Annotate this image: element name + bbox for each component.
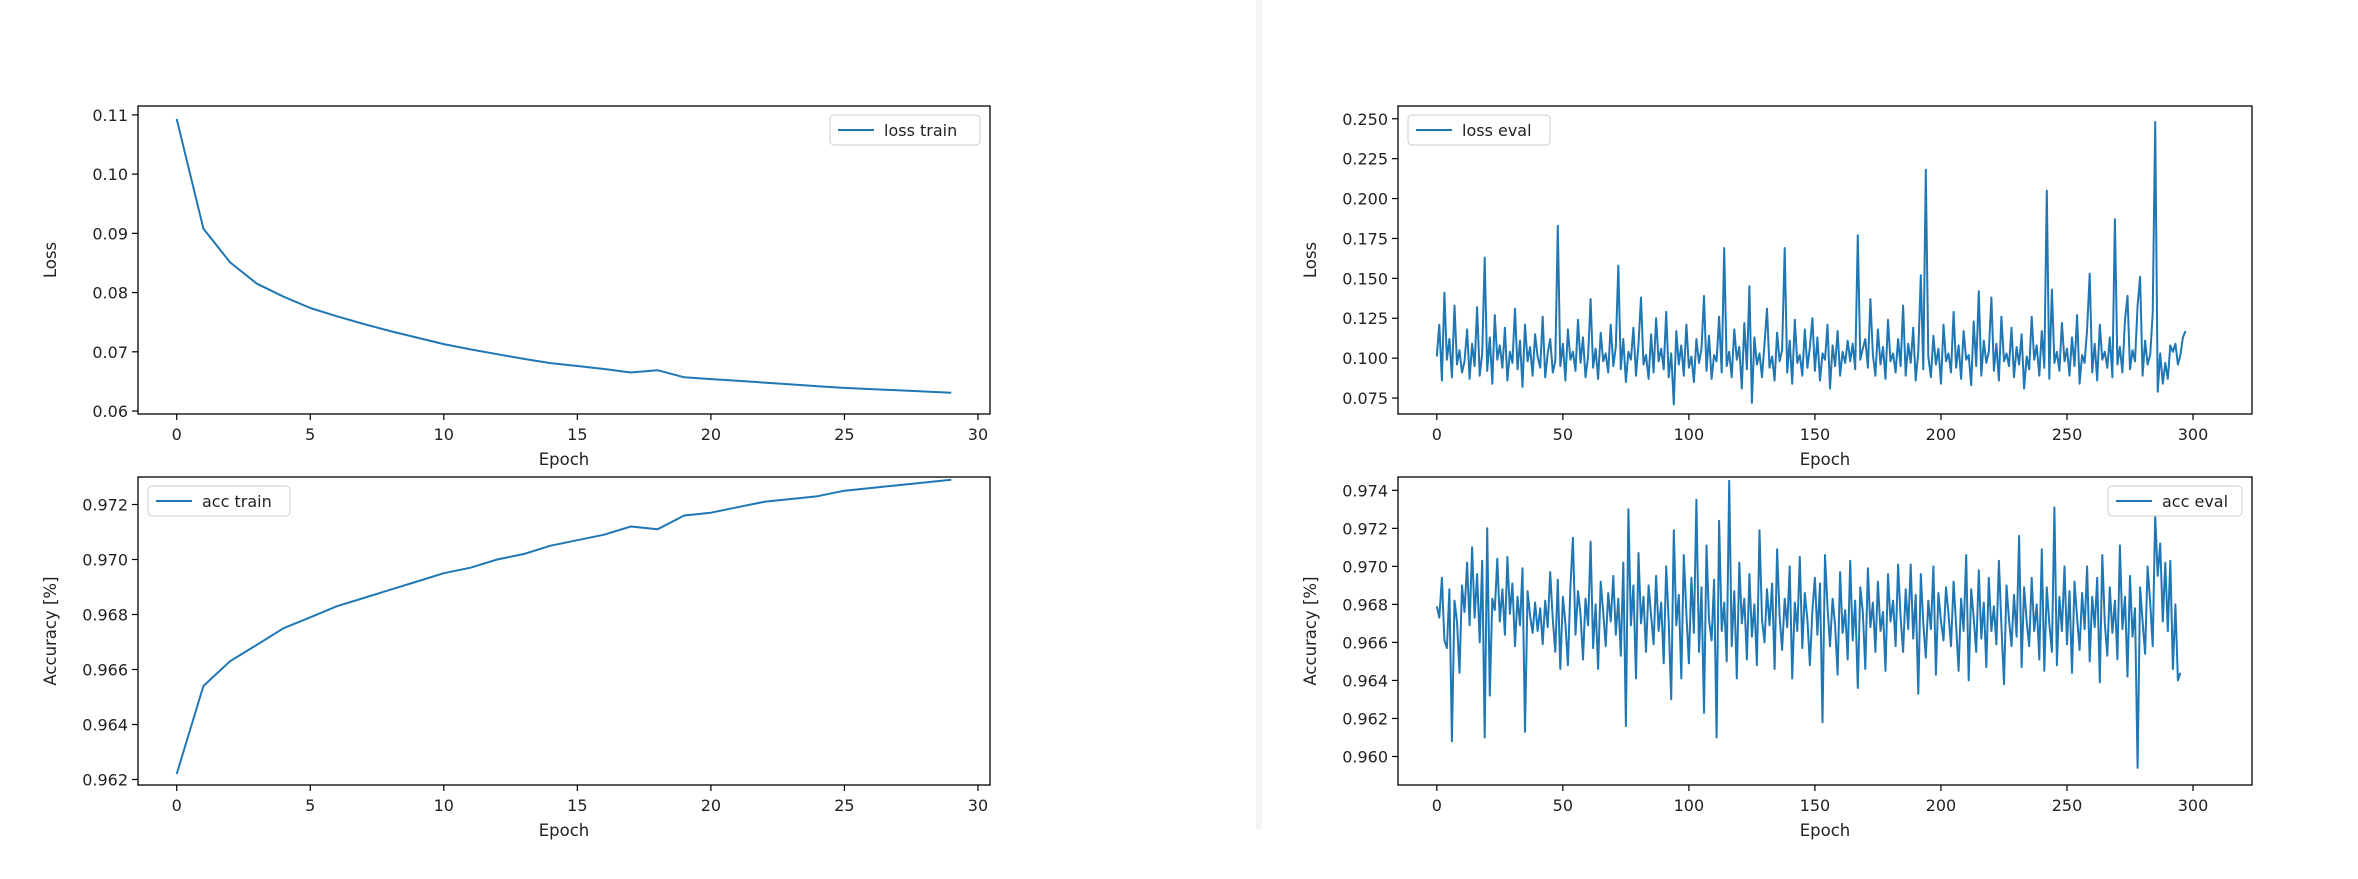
x-tick-label: 250 (2052, 796, 2083, 815)
x-tick-label: 0 (1432, 425, 1442, 444)
acc-train-chart: 0 5 10 15 20 25 30 0.962 0.964 0.966 0.968 0.970 0.9… (41, 476, 991, 840)
y-tick-label: 0.10 (92, 165, 128, 184)
y-tick-label: 0.964 (1342, 671, 1388, 690)
x-tick-label: 150 (1800, 796, 1831, 815)
x-tick-label: 0 (1432, 796, 1442, 815)
x-axis-label: Epoch (539, 821, 590, 840)
legend-label: acc eval (2162, 492, 2228, 511)
panel-divider (1256, 0, 1262, 830)
y-tick-label: 0.225 (1342, 150, 1388, 169)
legend-box (2107, 485, 2243, 517)
y-tick-label: 0.960 (1342, 747, 1388, 766)
y-axis-label: Accuracy [%] (41, 576, 60, 685)
y-tick-label: 0.150 (1342, 269, 1388, 288)
acc-eval-chart: 0 50 100 150 200 250 300 0.960 0.962 0.964 0.966 0.… (1301, 476, 2253, 840)
x-tick-label: 150 (1800, 425, 1831, 444)
x-tick-label: 200 (1926, 796, 1957, 815)
x-tick-label: 30 (968, 796, 988, 815)
x-tick-label: 200 (1926, 425, 1957, 444)
legend: loss train (829, 114, 981, 146)
x-axis-label: Epoch (1800, 821, 1851, 840)
y-tick-label: 0.968 (1342, 595, 1388, 614)
x-tick-label: 30 (968, 425, 988, 444)
y-tick-label: 0.06 (92, 402, 128, 421)
axes-frame (137, 476, 991, 786)
legend-label: loss eval (1462, 121, 1532, 140)
y-tick-label: 0.962 (1342, 709, 1388, 728)
x-tick-label: 50 (1553, 796, 1573, 815)
y-tick-label: 0.966 (82, 661, 128, 680)
axes-frame (1397, 105, 2253, 415)
x-tick-label: 20 (701, 796, 721, 815)
legend-label: loss train (884, 121, 957, 140)
x-tick-label: 250 (2052, 425, 2083, 444)
x-tick-label: 0 (172, 425, 182, 444)
legend: acc eval (2107, 485, 2243, 517)
series-line (1435, 121, 2187, 406)
y-tick-label: 0.964 (82, 716, 128, 735)
x-axis-label: Epoch (1800, 450, 1851, 469)
y-tick-label: 0.962 (82, 771, 128, 790)
x-tick-label: 0 (172, 796, 182, 815)
x-tick-label: 100 (1674, 425, 1705, 444)
y-tick-label: 0.07 (92, 343, 128, 362)
y-axis-label: Loss (41, 242, 60, 278)
y-tick-label: 0.972 (82, 496, 128, 515)
axes-frame (1397, 476, 2253, 786)
y-tick-label: 0.968 (82, 606, 128, 625)
legend: acc train (147, 485, 291, 517)
x-tick-label: 25 (834, 425, 854, 444)
y-tick-label: 0.175 (1342, 229, 1388, 248)
y-tick-label: 0.974 (1342, 481, 1388, 500)
y-axis-label: Accuracy [%] (1301, 576, 1320, 685)
y-tick-label: 0.11 (92, 106, 128, 125)
x-tick-label: 300 (2178, 425, 2209, 444)
x-tick-label: 100 (1674, 796, 1705, 815)
y-tick-label: 0.966 (1342, 633, 1388, 652)
y-tick-label: 0.970 (82, 551, 128, 570)
x-tick-label: 15 (567, 796, 587, 815)
y-tick-label: 0.250 (1342, 110, 1388, 129)
x-tick-label: 10 (434, 425, 454, 444)
axes-frame (137, 105, 991, 415)
x-axis-label: Epoch (539, 450, 590, 469)
y-axis-label: Loss (1301, 242, 1320, 278)
x-tick-label: 25 (834, 796, 854, 815)
x-tick-label: 300 (2178, 796, 2209, 815)
loss-eval-chart: 0 50 100 150 200 250 300 0.075 0.100 0.125 0.150 0.… (1301, 105, 2253, 469)
x-tick-label: 10 (434, 796, 454, 815)
x-tick-label: 15 (567, 425, 587, 444)
legend-box (147, 485, 291, 517)
loss-train-chart: 0 5 10 15 20 25 30 0.06 0.07 0.08 0.09 0.10 0.11 Epoc… (41, 105, 991, 469)
legend-label: acc train (202, 492, 272, 511)
y-tick-label: 0.075 (1342, 389, 1388, 408)
legend: loss eval (1407, 114, 1551, 146)
x-tick-label: 5 (305, 796, 315, 815)
y-tick-label: 0.09 (92, 224, 128, 243)
y-tick-label: 0.970 (1342, 557, 1388, 576)
series-line (175, 478, 952, 775)
series-line (175, 118, 952, 394)
y-tick-label: 0.125 (1342, 309, 1388, 328)
y-tick-label: 0.972 (1342, 519, 1388, 538)
x-tick-label: 50 (1553, 425, 1573, 444)
x-tick-label: 20 (701, 425, 721, 444)
x-tick-label: 5 (305, 425, 315, 444)
legend-box (1407, 114, 1551, 146)
y-tick-label: 0.08 (92, 284, 128, 303)
series-line (1435, 479, 2182, 769)
y-tick-label: 0.200 (1342, 190, 1388, 209)
y-tick-label: 0.100 (1342, 349, 1388, 368)
legend-box (829, 114, 981, 146)
